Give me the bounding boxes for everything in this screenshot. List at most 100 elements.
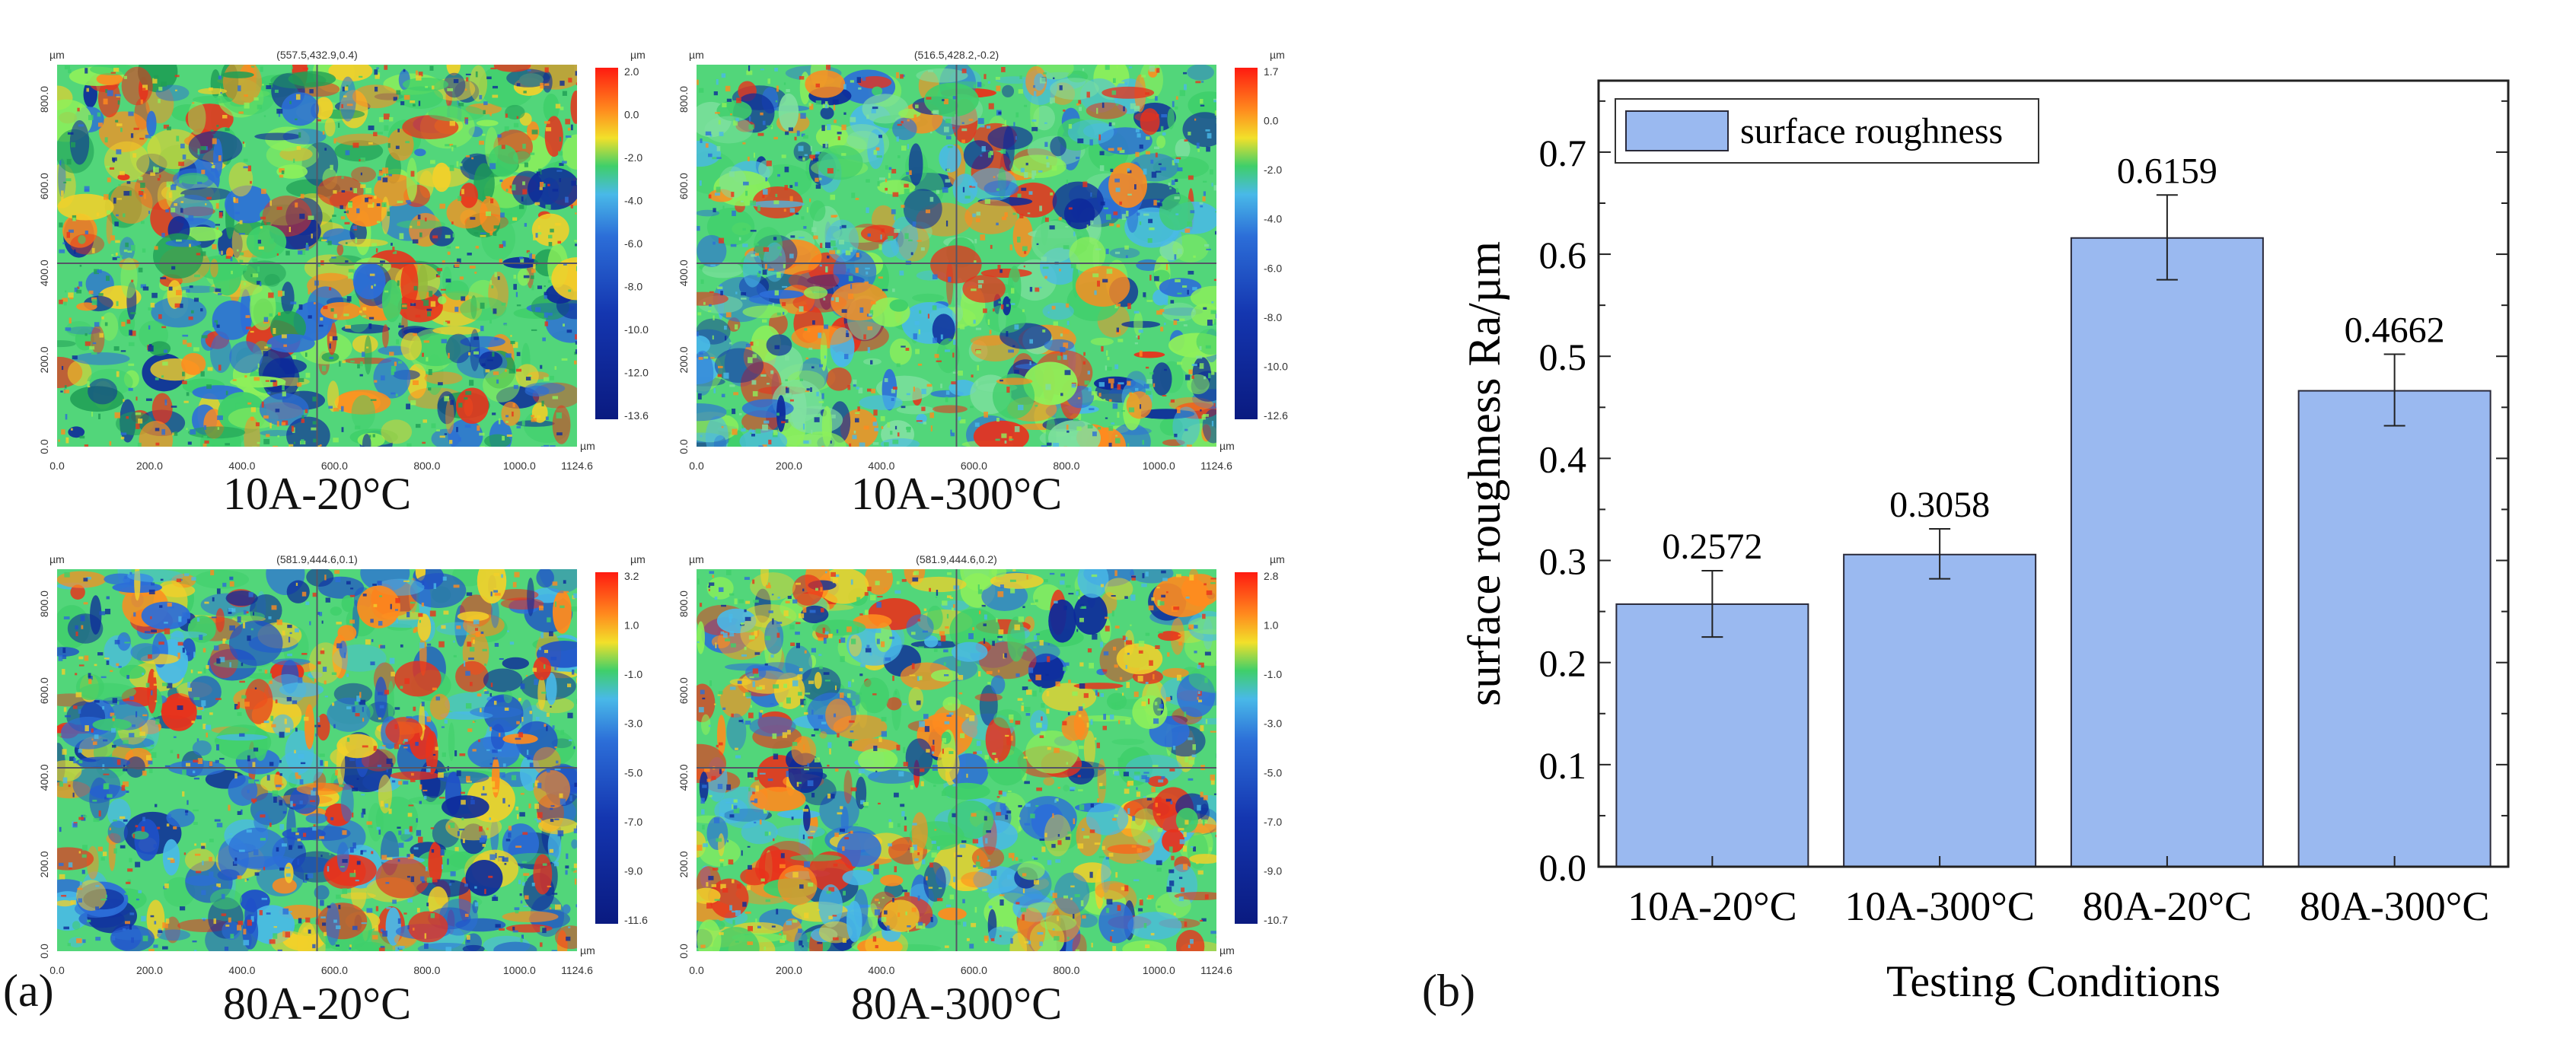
x-tick-label: 800.0: [1053, 460, 1079, 472]
colorbar-unit: µm: [630, 553, 646, 565]
colorbar-tick: -5.0: [1264, 766, 1282, 778]
legend-label: surface roughness: [1740, 111, 2003, 151]
y-tick-label: 0.6: [1539, 234, 1587, 276]
colorbar-tick: -3.0: [1264, 718, 1282, 730]
x-tick-label: 200.0: [776, 460, 802, 472]
data-label: 0.2572: [1662, 527, 1762, 567]
x-unit-label: µm: [580, 440, 595, 452]
x-tick-label: 0.0: [49, 460, 65, 472]
cursor-readout: (557.5,432.9,0.4): [276, 49, 358, 61]
x-tick-label: 1000.0: [503, 964, 536, 976]
colorbar-tick: -8.0: [1264, 311, 1282, 323]
data-label: 0.6159: [2117, 151, 2217, 191]
x-tick-label: 200.0: [136, 964, 163, 976]
colorbar-tick: -7.0: [1264, 816, 1282, 828]
cursor-readout: (581.9,444.6,0.1): [276, 553, 358, 565]
colorbar-tick: -1.0: [1264, 668, 1282, 680]
colorbar-unit: µm: [1270, 49, 1285, 61]
colorbar-tick: -10.0: [1264, 360, 1288, 372]
x-unit-label: µm: [1219, 944, 1235, 957]
y-tick-label: 400.0: [38, 259, 50, 286]
surface-map-image: (516.5,428.2,-0.2) µm µm 0.0 200.0 400.0 600.0…: [677, 49, 1288, 472]
colorbar: [1235, 68, 1258, 419]
colorbar-tick: -8.0: [624, 281, 642, 293]
y-tick-label: 0.4: [1539, 438, 1587, 480]
y-unit-label: µm: [49, 553, 65, 565]
y-tick-label: 200.0: [38, 346, 50, 373]
y-tick-label: 0.0: [38, 439, 50, 454]
colorbar-tick: -10.0: [624, 323, 649, 336]
bar: [2297, 390, 2492, 867]
x-tick-label: 1000.0: [503, 460, 536, 472]
colorbar-tick: 1.0: [1264, 619, 1279, 632]
colorbar-tick: -7.0: [624, 816, 642, 828]
colorbar-tick: 2.8: [1264, 570, 1279, 582]
x-tick-label: 1000.0: [1143, 460, 1175, 472]
colorbar: [595, 68, 618, 419]
y-tick-label: 0.2: [1539, 642, 1587, 685]
cursor-readout: (516.5,428.2,-0.2): [914, 49, 999, 61]
x-tick-label: 80A-20°C: [2083, 883, 2252, 929]
surface-map-3: (581.9,444.6,0.1) µm µm 0.0 200.0 400.0 600.0 8…: [0, 546, 672, 993]
x-unit-label: µm: [580, 944, 595, 957]
colorbar-tick: -1.0: [624, 668, 642, 680]
y-tick-label: 0.0: [38, 944, 50, 959]
colorbar-tick: -4.0: [624, 195, 642, 207]
y-unit-label: µm: [49, 49, 65, 61]
y-tick-label: 600.0: [38, 677, 50, 704]
x-tick-label: 1124.6: [561, 460, 593, 472]
bar: [1615, 603, 1809, 867]
x-tick-label: 600.0: [321, 460, 348, 472]
y-axis-title: surface roughness Ra/µm: [1459, 241, 1510, 706]
x-tick-label: 200.0: [776, 964, 802, 976]
colorbar-tick: -9.0: [624, 864, 642, 877]
y-tick-label: 800.0: [38, 86, 50, 113]
x-tick-label: 800.0: [413, 460, 440, 472]
panel-b-label: (b): [1422, 966, 1475, 1016]
colorbar-unit: µm: [630, 49, 646, 61]
y-tick-label: 200.0: [38, 851, 50, 877]
y-tick-label: 400.0: [677, 764, 690, 791]
colorbar-tick: -10.7: [1264, 914, 1288, 926]
surface-map-image: (557.5,432.9,0.4) µm µm 0.0 200.0 400.0 600.0 8…: [38, 49, 649, 472]
colorbar-tick: 0.0: [1264, 115, 1279, 127]
y-tick-label: 0.0: [1539, 846, 1587, 889]
surface-map-image: (581.9,444.6,0.2) µm µm 0.0 200.0 400.0 600.0 8…: [677, 553, 1288, 976]
colorbar-tick: -6.0: [1264, 262, 1282, 274]
colorbar-tick: -12.0: [624, 367, 649, 379]
y-tick-label: 0.3: [1539, 540, 1587, 583]
y-unit-label: µm: [689, 553, 704, 565]
colorbar-tick: -3.0: [624, 718, 642, 730]
colorbar-tick: -12.6: [1264, 409, 1288, 422]
colorbar-tick: 3.2: [624, 570, 639, 582]
data-label: 0.4662: [2345, 310, 2445, 351]
x-axis-title: Testing Conditions: [1886, 957, 2221, 1006]
legend-swatch: [1625, 110, 1729, 151]
colorbar-tick: 1.0: [624, 619, 639, 632]
colorbar-tick: -9.0: [1264, 864, 1282, 877]
y-tick-label: 800.0: [677, 86, 690, 113]
y-tick-label: 0.0: [677, 944, 690, 959]
y-tick-label: 600.0: [677, 677, 690, 704]
x-tick-label: 400.0: [868, 964, 894, 976]
bar: [1843, 553, 2037, 867]
map-caption: 10A-300°C: [850, 469, 1063, 519]
x-tick-label: 400.0: [228, 964, 255, 976]
x-tick-label: 0.0: [689, 460, 704, 472]
y-tick-label: 400.0: [38, 764, 50, 791]
map-caption: 80A-300°C: [850, 979, 1063, 1029]
x-tick-label: 1124.6: [561, 964, 593, 976]
cursor-readout: (581.9,444.6,0.2): [916, 553, 997, 565]
y-tick-label: 200.0: [677, 851, 690, 877]
map-caption: 80A-20°C: [222, 979, 412, 1029]
roughness-bar-chart: 0.2572 10A-20°C 0.3058 10A-300°C 0.6159 80A-2…: [1459, 79, 2510, 1006]
colorbar-tick: -6.0: [624, 237, 642, 250]
y-tick-label: 800.0: [677, 590, 690, 617]
y-tick-label: 600.0: [38, 173, 50, 199]
colorbar-tick: 2.0: [624, 65, 639, 78]
y-tick-label: 200.0: [677, 346, 690, 373]
colorbar-unit: µm: [1270, 553, 1285, 565]
colorbar: [595, 572, 618, 924]
x-tick-label: 600.0: [961, 460, 987, 472]
bar: [2070, 237, 2264, 868]
